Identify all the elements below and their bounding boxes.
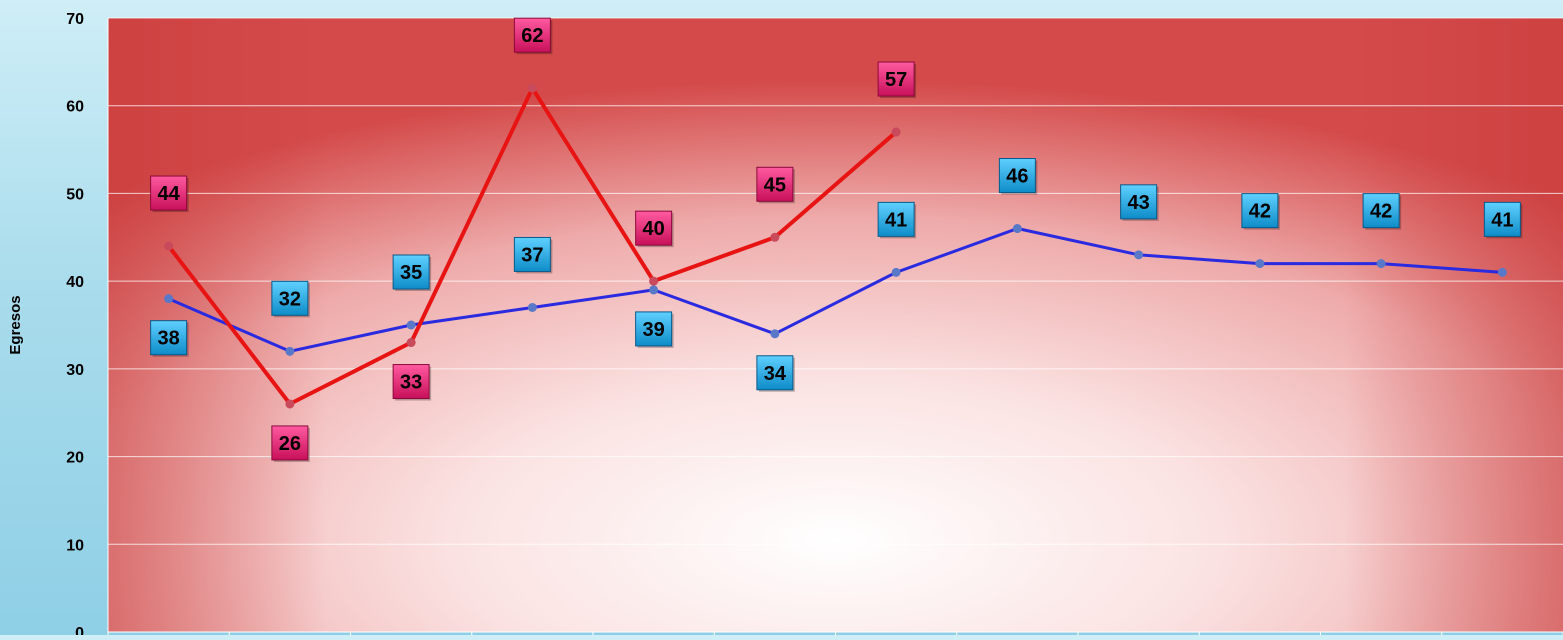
data-label-box bbox=[271, 280, 309, 316]
data-label-text: 44 bbox=[158, 183, 181, 205]
data-label-box bbox=[1241, 193, 1279, 229]
series-0-data-label: 33 bbox=[392, 364, 432, 401]
series-1-data-label: 43 bbox=[1120, 184, 1159, 221]
data-label-text: 39 bbox=[643, 319, 665, 341]
data-label-text: 45 bbox=[764, 174, 786, 196]
series-1-point bbox=[1497, 267, 1507, 277]
data-label-box bbox=[877, 61, 915, 97]
plot-area-shade bbox=[108, 18, 1563, 632]
data-label-box bbox=[998, 158, 1036, 194]
data-label-text: 33 bbox=[400, 372, 422, 394]
series-1-data-label: 42 bbox=[1241, 193, 1280, 230]
series-1-data-label: 35 bbox=[392, 254, 432, 291]
series-1-data-label: 42 bbox=[1362, 193, 1402, 230]
data-label-box bbox=[150, 175, 188, 211]
data-label-box bbox=[635, 311, 673, 347]
series-0-data-label: 57 bbox=[877, 61, 917, 99]
y-tick-label: 0 bbox=[75, 625, 84, 635]
series-1-data-label: 41 bbox=[877, 201, 917, 239]
data-label-box bbox=[1362, 193, 1400, 229]
data-label-box bbox=[877, 201, 915, 237]
series-0-point bbox=[527, 83, 537, 93]
series-1-point bbox=[285, 346, 295, 356]
y-tick-label: 40 bbox=[66, 274, 84, 291]
series-1-data-label: 46 bbox=[998, 158, 1038, 195]
data-label-box bbox=[513, 17, 551, 53]
data-label-text: 43 bbox=[1128, 192, 1150, 214]
series-1-point bbox=[406, 320, 416, 330]
series-0-point bbox=[164, 241, 174, 251]
series-1-point bbox=[649, 285, 659, 295]
series-0-point bbox=[891, 127, 901, 137]
y-tick-label: 70 bbox=[66, 11, 84, 28]
data-label-text: 57 bbox=[885, 69, 907, 91]
series-0-point bbox=[406, 338, 416, 348]
data-label-box bbox=[756, 166, 794, 202]
series-1-point bbox=[1255, 259, 1265, 269]
series-1-point bbox=[164, 294, 174, 304]
data-label-text: 46 bbox=[1006, 166, 1028, 188]
data-label-box bbox=[271, 425, 309, 461]
y-tick-label: 20 bbox=[66, 450, 84, 467]
data-label-text: 26 bbox=[279, 433, 301, 455]
series-1-data-label: 37 bbox=[513, 236, 553, 274]
series-1-point bbox=[1134, 250, 1144, 260]
series-1-line bbox=[167, 227, 1504, 353]
series-0-point bbox=[649, 276, 659, 286]
series-0-point bbox=[770, 232, 780, 242]
y-tick-label: 30 bbox=[66, 362, 84, 379]
data-label-text: 37 bbox=[521, 244, 543, 266]
data-label-box bbox=[150, 320, 188, 356]
series-1-data-label: 34 bbox=[756, 355, 795, 392]
data-label-text: 41 bbox=[1491, 209, 1513, 231]
data-label-text: 35 bbox=[400, 262, 422, 284]
data-label-text: 32 bbox=[279, 288, 301, 310]
data-label-box bbox=[513, 236, 551, 272]
data-label-text: 41 bbox=[885, 209, 907, 231]
data-label-text: 42 bbox=[1370, 201, 1392, 223]
series-1-point bbox=[527, 302, 537, 312]
series-0-data-label: 62 bbox=[513, 17, 553, 55]
data-label-box bbox=[392, 364, 430, 400]
series-1-point bbox=[1376, 259, 1386, 269]
series-1-data-label: 41 bbox=[1483, 201, 1523, 239]
data-label-box bbox=[635, 210, 673, 246]
y-tick-label: 10 bbox=[66, 537, 84, 554]
y-axis-label: Egresos bbox=[7, 295, 24, 354]
data-label-box bbox=[756, 355, 794, 391]
series-0-data-label: 44 bbox=[150, 175, 189, 213]
series-1-point bbox=[1012, 224, 1022, 234]
series-1-data-label: 32 bbox=[271, 280, 310, 318]
series-1-data-label: 39 bbox=[635, 311, 674, 348]
series-0-data-label: 26 bbox=[271, 425, 310, 462]
data-label-text: 42 bbox=[1249, 201, 1271, 223]
y-tick-label: 60 bbox=[66, 99, 84, 116]
data-label-text: 34 bbox=[764, 363, 787, 385]
series-1-point bbox=[770, 329, 780, 339]
data-label-box bbox=[1120, 184, 1158, 220]
data-label-box bbox=[1483, 201, 1521, 237]
y-tick-label: 50 bbox=[66, 186, 84, 203]
series-0-data-label: 40 bbox=[635, 210, 674, 248]
data-label-box bbox=[392, 254, 430, 290]
series-1-data-label: 38 bbox=[150, 320, 189, 357]
data-label-text: 38 bbox=[158, 328, 180, 350]
series-1-point bbox=[891, 267, 901, 277]
data-label-text: 62 bbox=[521, 25, 543, 47]
series-0-point bbox=[285, 399, 295, 409]
series-0-data-label: 45 bbox=[756, 166, 795, 204]
data-label-text: 40 bbox=[643, 218, 665, 240]
